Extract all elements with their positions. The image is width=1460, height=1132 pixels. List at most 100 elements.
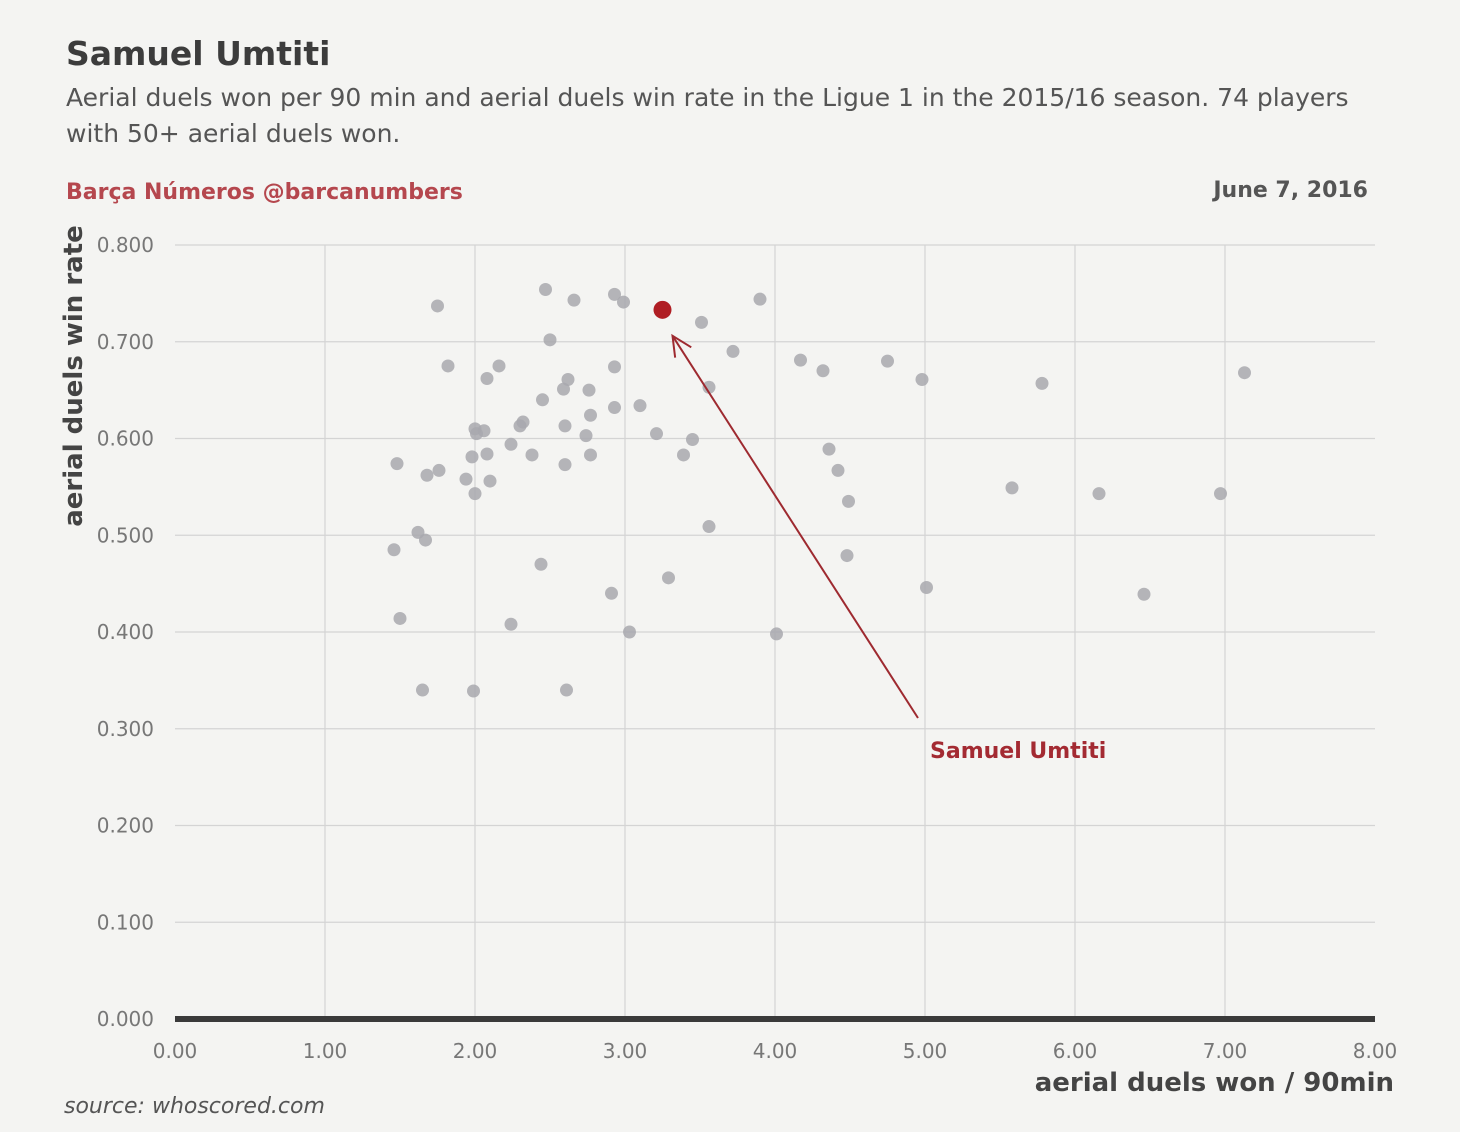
data-point bbox=[441, 359, 455, 373]
data-point bbox=[536, 393, 549, 407]
data-point bbox=[543, 333, 557, 347]
y-tick-label: 0.000 bbox=[97, 1007, 154, 1031]
publish-date: June 7, 2016 bbox=[1213, 178, 1368, 203]
data-point bbox=[419, 533, 432, 547]
data-point bbox=[525, 448, 539, 462]
data-point bbox=[608, 287, 621, 301]
data-point bbox=[702, 520, 716, 534]
data-point bbox=[534, 557, 548, 571]
data-point bbox=[483, 474, 497, 488]
x-tick-label: 2.00 bbox=[453, 1039, 498, 1063]
data-point bbox=[561, 372, 575, 386]
data-point bbox=[677, 448, 690, 462]
data-point bbox=[920, 580, 933, 594]
data-point bbox=[702, 380, 716, 394]
y-axis-title: aerial duels win rate bbox=[59, 225, 89, 527]
data-point bbox=[770, 627, 783, 641]
x-tick-label: 1.00 bbox=[303, 1039, 348, 1063]
y-tick-label: 0.700 bbox=[97, 330, 154, 354]
data-point bbox=[842, 494, 855, 508]
data-point bbox=[1005, 481, 1019, 495]
y-tick-label: 0.100 bbox=[97, 910, 154, 934]
annotation-arrow bbox=[671, 333, 919, 719]
y-tick-label: 0.800 bbox=[97, 233, 154, 257]
data-point bbox=[459, 472, 473, 486]
data-point bbox=[504, 437, 518, 451]
data-point bbox=[432, 463, 446, 477]
data-point bbox=[480, 372, 494, 386]
data-point bbox=[881, 354, 894, 368]
data-point bbox=[1214, 487, 1227, 501]
data-point bbox=[686, 432, 699, 446]
data-point bbox=[794, 353, 807, 367]
data-point bbox=[470, 427, 483, 441]
data-point bbox=[753, 292, 767, 306]
data-point bbox=[840, 549, 854, 563]
y-tick-label: 0.500 bbox=[97, 523, 154, 547]
data-point bbox=[390, 457, 404, 471]
data-point bbox=[816, 364, 830, 378]
data-point bbox=[584, 448, 597, 462]
data-point bbox=[582, 383, 596, 397]
data-point bbox=[467, 684, 480, 698]
data-point bbox=[608, 360, 621, 374]
x-tick-label: 6.00 bbox=[1053, 1039, 1098, 1063]
data-point bbox=[608, 401, 621, 415]
x-tick-label: 3.00 bbox=[603, 1039, 648, 1063]
data-point bbox=[617, 295, 630, 309]
annotation-label: Samuel Umtiti bbox=[930, 739, 1106, 764]
grid-lines bbox=[175, 244, 1375, 1019]
data-point bbox=[465, 450, 479, 464]
arrow-head bbox=[671, 333, 692, 358]
chart-title: Samuel Umtiti bbox=[66, 34, 331, 73]
data-point bbox=[393, 611, 407, 625]
data-point bbox=[633, 399, 647, 413]
y-tick-label: 0.200 bbox=[97, 814, 154, 838]
data-point bbox=[557, 382, 570, 396]
data-points bbox=[387, 283, 1251, 698]
chart-subtitle: Aerial duels won per 90 min and aerial d… bbox=[66, 83, 1349, 148]
y-tick-label: 0.600 bbox=[97, 427, 154, 451]
data-point bbox=[567, 293, 581, 307]
data-point bbox=[1137, 587, 1151, 601]
data-point bbox=[558, 458, 572, 472]
data-point bbox=[1238, 366, 1251, 380]
data-point bbox=[584, 408, 597, 422]
y-tick-label: 0.300 bbox=[97, 717, 154, 741]
data-point bbox=[662, 571, 675, 585]
data-point bbox=[1092, 487, 1106, 501]
brand-credit: Barça Números @barcanumbers bbox=[66, 180, 463, 205]
source-note: source: whoscored.com bbox=[64, 1094, 325, 1119]
x-tick-label: 4.00 bbox=[753, 1039, 798, 1063]
data-point bbox=[492, 359, 506, 373]
data-point bbox=[560, 683, 573, 697]
data-point bbox=[513, 419, 527, 433]
data-point bbox=[831, 463, 845, 477]
data-point bbox=[822, 442, 836, 456]
data-point bbox=[480, 447, 494, 461]
data-point bbox=[650, 427, 663, 441]
data-point bbox=[579, 429, 593, 443]
data-point bbox=[558, 419, 572, 433]
highlight-point-samuel-umtiti bbox=[653, 300, 672, 319]
data-point bbox=[1035, 376, 1049, 390]
x-tick-label: 0.00 bbox=[153, 1039, 198, 1063]
x-axis-title: aerial duels won / 90min bbox=[1035, 1068, 1394, 1098]
x-tick-labels: 0.00 1.00 2.00 3.00 4.00 5.00 6.00 7.00 8.00 bbox=[153, 1039, 1398, 1063]
data-point bbox=[623, 625, 636, 639]
x-tick-label: 7.00 bbox=[1203, 1039, 1248, 1063]
data-point bbox=[416, 683, 429, 697]
data-point bbox=[420, 468, 434, 482]
data-point bbox=[387, 543, 401, 557]
data-point bbox=[726, 344, 740, 358]
data-point bbox=[605, 586, 618, 600]
x-tick-label: 8.00 bbox=[1353, 1039, 1398, 1063]
data-point bbox=[431, 299, 444, 313]
data-point bbox=[915, 372, 929, 386]
arrow-line bbox=[671, 335, 919, 719]
data-point bbox=[468, 487, 482, 501]
data-point bbox=[539, 283, 552, 297]
data-point bbox=[695, 315, 708, 329]
data-point bbox=[504, 617, 518, 631]
